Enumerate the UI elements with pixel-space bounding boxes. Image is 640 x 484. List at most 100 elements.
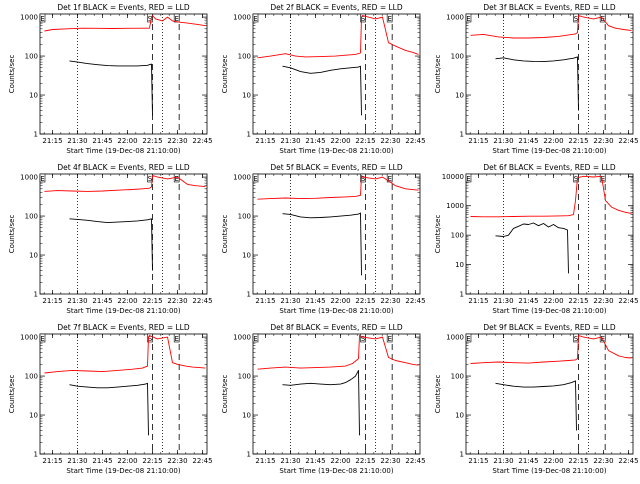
y-tick-label: 10 <box>455 92 464 100</box>
y-axis-label: Counts/sec <box>221 375 229 414</box>
x-tick-label: 22:15 <box>355 457 375 465</box>
panel-det-3: Det 3f BLACK = Events, RED = LLD 1 10 100 10… <box>434 3 639 155</box>
x-tick-label: 21:45 <box>518 457 538 465</box>
y-tick-label: 100 <box>238 53 251 61</box>
events-series-line <box>282 65 362 116</box>
x-tick-label: 22:00 <box>543 297 563 305</box>
plot-frame <box>39 173 208 295</box>
y-tick-label: 1 <box>247 131 251 139</box>
events-series-line <box>495 222 569 274</box>
x-tick-label: 21:30 <box>67 137 87 145</box>
E-marker-box-left <box>39 13 46 23</box>
plot-frame <box>465 333 634 455</box>
panel-det-4: Det 4f BLACK = Events, RED = LLD 1 10 100 10… <box>8 163 213 315</box>
x-tick-label: 22:30 <box>380 297 400 305</box>
plot-frame <box>252 333 421 455</box>
y-tick-label: 1 <box>460 291 464 299</box>
events-series-line <box>69 218 153 271</box>
x-tick-label: 21:15 <box>255 457 275 465</box>
y-tick-label: 1 <box>247 451 251 459</box>
x-tick-label: 21:45 <box>92 297 112 305</box>
events-series-line <box>495 380 577 431</box>
x-tick-label: 22:15 <box>142 297 162 305</box>
S-marker-box <box>147 13 153 23</box>
x-tick-label: 22:30 <box>167 137 187 145</box>
S-marker-label: S <box>148 175 153 183</box>
x-tick-label: 21:30 <box>493 297 513 305</box>
y-tick-label: 1000 <box>233 334 251 342</box>
chart-title: Det 2f BLACK = Events, RED = LLD <box>270 3 403 12</box>
x-axis-label: Start Time (19-Dec-08 21:10:00) <box>66 307 180 315</box>
y-axis-label: Counts/sec <box>434 215 442 254</box>
x-tick-label: 22:30 <box>593 297 613 305</box>
x-tick-label: 21:45 <box>305 297 325 305</box>
y-tick-label: 10 <box>29 252 38 260</box>
lld-series-line <box>44 15 206 32</box>
lld-series-line <box>44 335 206 374</box>
E-marker-box <box>599 333 606 343</box>
x-tick-label: 22:45 <box>192 137 212 145</box>
y-tick-label: 10 <box>242 92 251 100</box>
y-tick-label: 10 <box>455 412 464 420</box>
x-axis-label: Start Time (19-Dec-08 21:10:00) <box>279 307 393 315</box>
y-axis-label: Counts/sec <box>8 55 16 94</box>
x-axis-label: Start Time (19-Dec-08 21:10:00) <box>279 467 393 475</box>
x-tick-label: 21:30 <box>493 137 513 145</box>
chart-title: Det 3f BLACK = Events, RED = LLD <box>483 3 616 12</box>
x-tick-label: 21:30 <box>280 297 300 305</box>
x-tick-label: 21:30 <box>280 457 300 465</box>
y-tick-label: 10 <box>242 252 251 260</box>
events-series-line <box>69 60 153 116</box>
x-tick-label: 22:30 <box>167 457 187 465</box>
E-marker-label: E <box>174 175 178 183</box>
S-marker-box <box>573 173 579 183</box>
y-tick-label: 1 <box>460 451 464 459</box>
y-tick-label: 1000 <box>20 174 38 182</box>
lld-series-line <box>470 175 632 218</box>
lld-series-line <box>257 335 419 370</box>
x-tick-label: 22:00 <box>330 137 350 145</box>
x-tick-label: 22:45 <box>618 297 638 305</box>
E-marker-box <box>173 333 180 343</box>
y-tick-label: 1000 <box>233 174 251 182</box>
x-tick-label: 21:45 <box>518 297 538 305</box>
x-tick-label: 22:00 <box>330 297 350 305</box>
x-tick-label: 22:15 <box>142 137 162 145</box>
E-marker-label-left: E <box>253 15 257 23</box>
lld-series-line <box>257 15 419 59</box>
x-tick-label: 21:15 <box>468 137 488 145</box>
S-marker-label: S <box>574 175 579 183</box>
S-marker-label: S <box>574 335 579 343</box>
E-marker-box-left <box>252 173 259 183</box>
x-axis-label: Start Time (19-Dec-08 21:10:00) <box>492 147 606 155</box>
x-axis-label: Start Time (19-Dec-08 21:10:00) <box>66 467 180 475</box>
chart-title: Det 1f BLACK = Events, RED = LLD <box>57 3 190 12</box>
x-tick-label: 22:15 <box>142 457 162 465</box>
E-marker-box <box>386 13 393 23</box>
E-marker-box <box>386 333 393 343</box>
x-tick-label: 22:15 <box>568 297 588 305</box>
x-tick-label: 21:15 <box>468 297 488 305</box>
y-tick-label: 10 <box>29 92 38 100</box>
chart-title: Det 4f BLACK = Events, RED = LLD <box>57 163 190 172</box>
chart-title: Det 8f BLACK = Events, RED = LLD <box>270 323 403 332</box>
x-tick-label: 22:00 <box>117 297 137 305</box>
plot-frame <box>252 173 421 295</box>
E-marker-label-left: E <box>466 335 470 343</box>
x-tick-label: 22:00 <box>543 137 563 145</box>
plot-frame <box>252 13 421 135</box>
S-marker-label: S <box>574 15 579 23</box>
y-tick-label: 100 <box>451 53 464 61</box>
x-tick-label: 21:15 <box>42 137 62 145</box>
panel-det-8: Det 8f BLACK = Events, RED = LLD 1 10 100 10… <box>221 323 426 475</box>
chart-title: Det 9f BLACK = Events, RED = LLD <box>483 323 616 332</box>
y-tick-label: 1 <box>247 291 251 299</box>
x-tick-label: 21:15 <box>255 297 275 305</box>
x-tick-label: 21:45 <box>92 137 112 145</box>
x-tick-label: 22:30 <box>380 457 400 465</box>
S-marker-label: S <box>361 175 366 183</box>
E-marker-label: E <box>387 335 391 343</box>
y-tick-label: 1 <box>34 291 38 299</box>
y-axis-label: Counts/sec <box>8 375 16 414</box>
